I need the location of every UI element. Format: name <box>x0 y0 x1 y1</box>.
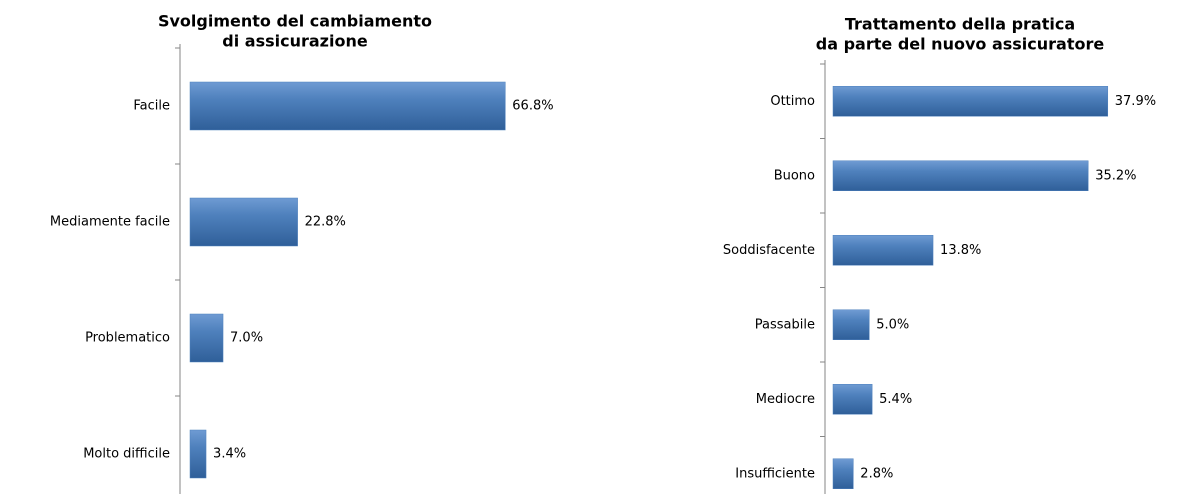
chart-title: Svolgimento del cambiamento <box>158 12 432 31</box>
bar <box>189 429 207 479</box>
bar <box>832 160 1089 191</box>
value-label: 66.8% <box>512 99 553 114</box>
bar <box>832 458 854 489</box>
category-label: Facile <box>133 99 170 114</box>
category-label: Ottimo <box>770 94 815 109</box>
bar <box>832 235 934 266</box>
value-label: 35.2% <box>1095 168 1136 183</box>
category-label: Molto difficile <box>83 447 170 462</box>
category-label: Soddisfacente <box>723 243 815 258</box>
chart-title: di assicurazione <box>222 32 368 51</box>
value-label: 5.4% <box>879 392 912 407</box>
bar <box>832 309 870 340</box>
bar <box>189 81 506 131</box>
value-label: 7.0% <box>230 331 263 346</box>
bar <box>832 86 1109 117</box>
bar <box>189 313 224 363</box>
value-label: 3.4% <box>213 447 246 462</box>
category-label: Buono <box>774 168 815 183</box>
value-label: 37.9% <box>1115 94 1156 109</box>
chart-title: da parte del nuovo assicuratore <box>816 35 1105 54</box>
value-label: 13.8% <box>940 243 981 258</box>
bar <box>832 384 873 415</box>
category-label: Problematico <box>85 331 170 346</box>
value-label: 2.8% <box>860 466 893 481</box>
bar <box>189 197 298 247</box>
category-label: Insufficiente <box>735 466 815 481</box>
category-label: Mediocre <box>756 392 815 407</box>
chart-title: Trattamento della pratica <box>845 15 1075 34</box>
value-label: 22.8% <box>305 215 346 230</box>
category-label: Mediamente facile <box>50 215 170 230</box>
value-label: 5.0% <box>876 317 909 332</box>
category-label: Passabile <box>755 317 815 332</box>
